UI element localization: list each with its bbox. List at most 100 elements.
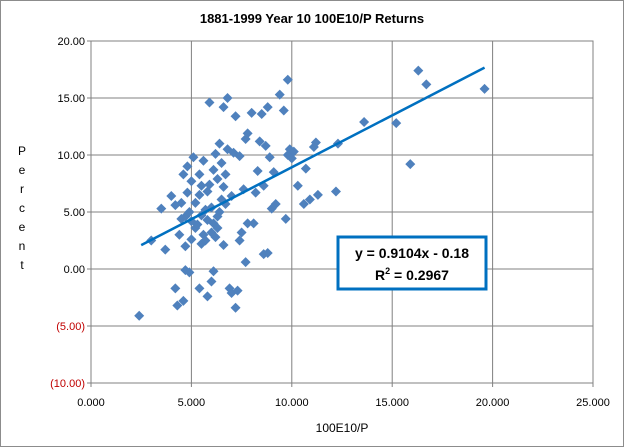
data-point	[250, 187, 261, 198]
data-point	[156, 203, 167, 214]
data-point	[246, 107, 257, 118]
data-point	[194, 189, 205, 200]
chart-title: 1881-1999 Year 10 100E10/P Returns	[200, 11, 424, 26]
x-tick-label: 10.000	[275, 397, 309, 409]
data-point	[304, 194, 315, 205]
data-point	[232, 285, 243, 296]
data-point	[188, 152, 199, 163]
y-axis-ticks: 20.00 15.00 10.00 5.00 0.00 (5.00) (10.00)	[50, 36, 85, 390]
data-point	[184, 207, 195, 217]
data-point	[220, 169, 231, 180]
x-axis-label: 100E10/P	[316, 421, 369, 435]
data-point	[242, 218, 253, 229]
data-point	[208, 266, 219, 277]
data-point	[206, 276, 217, 287]
data-point	[198, 155, 209, 166]
data-point	[186, 234, 197, 245]
data-point	[282, 74, 293, 85]
data-point	[260, 140, 271, 151]
data-point	[359, 116, 370, 127]
x-tick-label: 5.000	[178, 397, 206, 409]
data-point	[216, 157, 227, 168]
x-tick-label: 15.000	[375, 397, 409, 409]
data-point	[240, 257, 251, 268]
data-point	[182, 187, 193, 198]
x-axis-ticks: 0.000 5.000 10.000 15.000 20.000 25.000	[77, 397, 610, 409]
data-point	[170, 283, 181, 294]
y-axis-label-char: t	[20, 258, 24, 272]
data-point	[254, 136, 265, 147]
equation-text: y = 0.9104x - 0.18	[355, 245, 469, 261]
data-point	[194, 169, 205, 180]
r-squared-value: = 0.2967	[390, 267, 449, 283]
y-tick-label: (10.00)	[50, 378, 85, 390]
equation-box-border	[336, 235, 488, 291]
data-point	[256, 108, 267, 119]
data-point	[200, 235, 211, 246]
x-tick-label: 20.000	[476, 397, 510, 409]
data-point	[310, 137, 321, 148]
data-point	[278, 105, 289, 116]
data-point	[234, 151, 245, 162]
data-point	[202, 291, 213, 302]
data-point	[218, 240, 229, 251]
data-point	[186, 176, 197, 187]
data-point	[222, 93, 233, 103]
data-point	[300, 163, 311, 174]
plot-area	[90, 40, 594, 384]
data-point	[413, 65, 424, 76]
y-tick-label: 10.00	[57, 150, 85, 162]
data-point	[234, 235, 245, 246]
y-tick-label: 0.00	[64, 264, 85, 276]
data-point	[204, 179, 215, 190]
data-point	[212, 173, 223, 184]
y-tick-label: 15.00	[57, 93, 85, 105]
data-point	[214, 207, 225, 217]
data-point	[218, 181, 229, 192]
data-point	[298, 199, 309, 210]
y-axis-label-char: e	[19, 163, 26, 177]
data-point	[190, 197, 201, 208]
data-point	[204, 97, 215, 108]
data-point	[208, 164, 219, 175]
r-squared-exponent: 2	[385, 266, 390, 276]
data-markers	[134, 65, 490, 321]
data-point	[178, 295, 189, 306]
data-point	[176, 197, 187, 208]
data-point	[262, 248, 273, 259]
y-tick-label: 20.00	[57, 36, 85, 48]
data-point	[134, 310, 145, 321]
data-point	[212, 222, 223, 233]
data-point	[274, 89, 285, 100]
data-point	[214, 138, 225, 149]
data-point	[264, 152, 275, 163]
data-point	[248, 218, 259, 229]
data-point	[192, 219, 203, 230]
data-point	[180, 241, 191, 252]
data-point	[312, 189, 323, 200]
data-point	[391, 118, 402, 129]
data-point	[196, 180, 207, 191]
data-point	[270, 199, 281, 210]
data-point	[280, 213, 291, 224]
data-point	[182, 161, 193, 172]
data-point	[160, 244, 171, 255]
data-point	[405, 159, 416, 170]
y-tick-label: (5.00)	[56, 321, 85, 333]
data-point	[230, 302, 241, 313]
data-point	[174, 229, 185, 240]
data-point	[479, 83, 490, 94]
data-point	[421, 79, 432, 90]
data-point	[166, 191, 177, 202]
data-point	[210, 232, 221, 243]
y-axis-label-char: P	[18, 144, 26, 158]
data-point	[288, 146, 299, 157]
y-axis-label-char: n	[19, 239, 26, 253]
x-tick-label: 0.000	[77, 397, 105, 409]
data-point	[262, 102, 273, 113]
data-point	[292, 180, 303, 191]
data-point	[218, 102, 229, 113]
r-squared-label: R	[375, 267, 385, 283]
